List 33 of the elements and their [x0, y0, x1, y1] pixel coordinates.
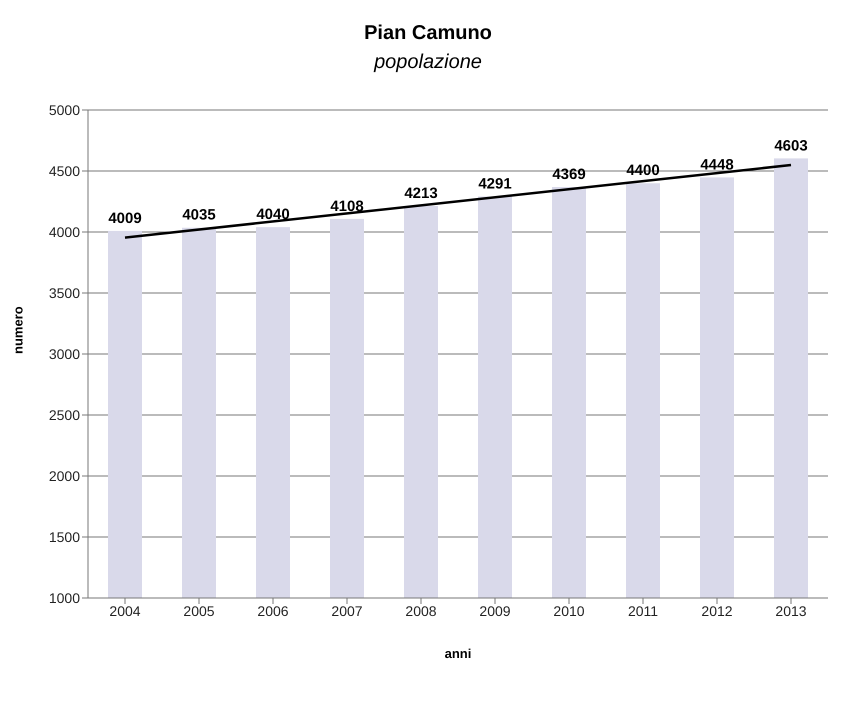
y-tick-label: 5000	[48, 102, 80, 118]
x-tick-label: 2007	[331, 602, 363, 619]
y-axis-title: numero	[10, 306, 26, 354]
x-tick-label: 2006	[257, 602, 289, 619]
data-label: 4035	[182, 206, 216, 224]
data-label: 4448	[700, 156, 734, 174]
x-tick-label: 2012	[701, 602, 733, 619]
y-tick-label: 2500	[48, 406, 80, 423]
x-tick-label: 2009	[479, 602, 511, 619]
data-label: 4400	[626, 162, 660, 180]
data-label: 4108	[330, 198, 364, 215]
x-tick-label: 2011	[628, 602, 658, 619]
data-label: 4603	[774, 137, 808, 154]
x-tick-label: 2005	[183, 602, 215, 619]
chart-subtitle: popolazione	[372, 51, 483, 74]
data-label: 4213	[404, 185, 438, 202]
y-tick-label: 2000	[48, 468, 80, 484]
chart-title: Pian Camuno	[363, 22, 493, 45]
y-tick-label: 4000	[48, 224, 80, 240]
y-tick-label: 3500	[48, 284, 80, 301]
data-label: 4009	[108, 210, 142, 227]
y-tick-label: 1000	[48, 590, 80, 606]
y-tick-label: 1500	[48, 528, 80, 545]
y-tick-label: 4500	[48, 162, 80, 179]
data-label: 4040	[256, 206, 290, 224]
x-tick-label: 2004	[109, 602, 141, 619]
x-axis-title: anni	[444, 646, 472, 661]
x-tick-label: 2010	[553, 602, 585, 619]
x-tick-label: 2008	[405, 602, 437, 619]
y-tick-label: 3000	[48, 346, 80, 362]
x-tick-label: 2013	[775, 602, 807, 619]
data-label: 4291	[478, 176, 512, 192]
data-label: 4369	[552, 166, 586, 183]
